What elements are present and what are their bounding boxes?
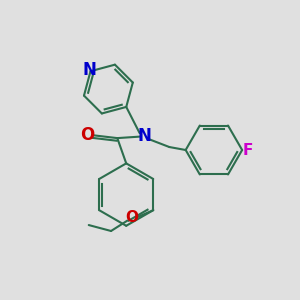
Text: N: N	[82, 61, 96, 79]
Text: O: O	[80, 125, 95, 143]
Text: O: O	[125, 210, 138, 225]
Text: N: N	[137, 127, 151, 145]
Text: F: F	[242, 142, 253, 158]
